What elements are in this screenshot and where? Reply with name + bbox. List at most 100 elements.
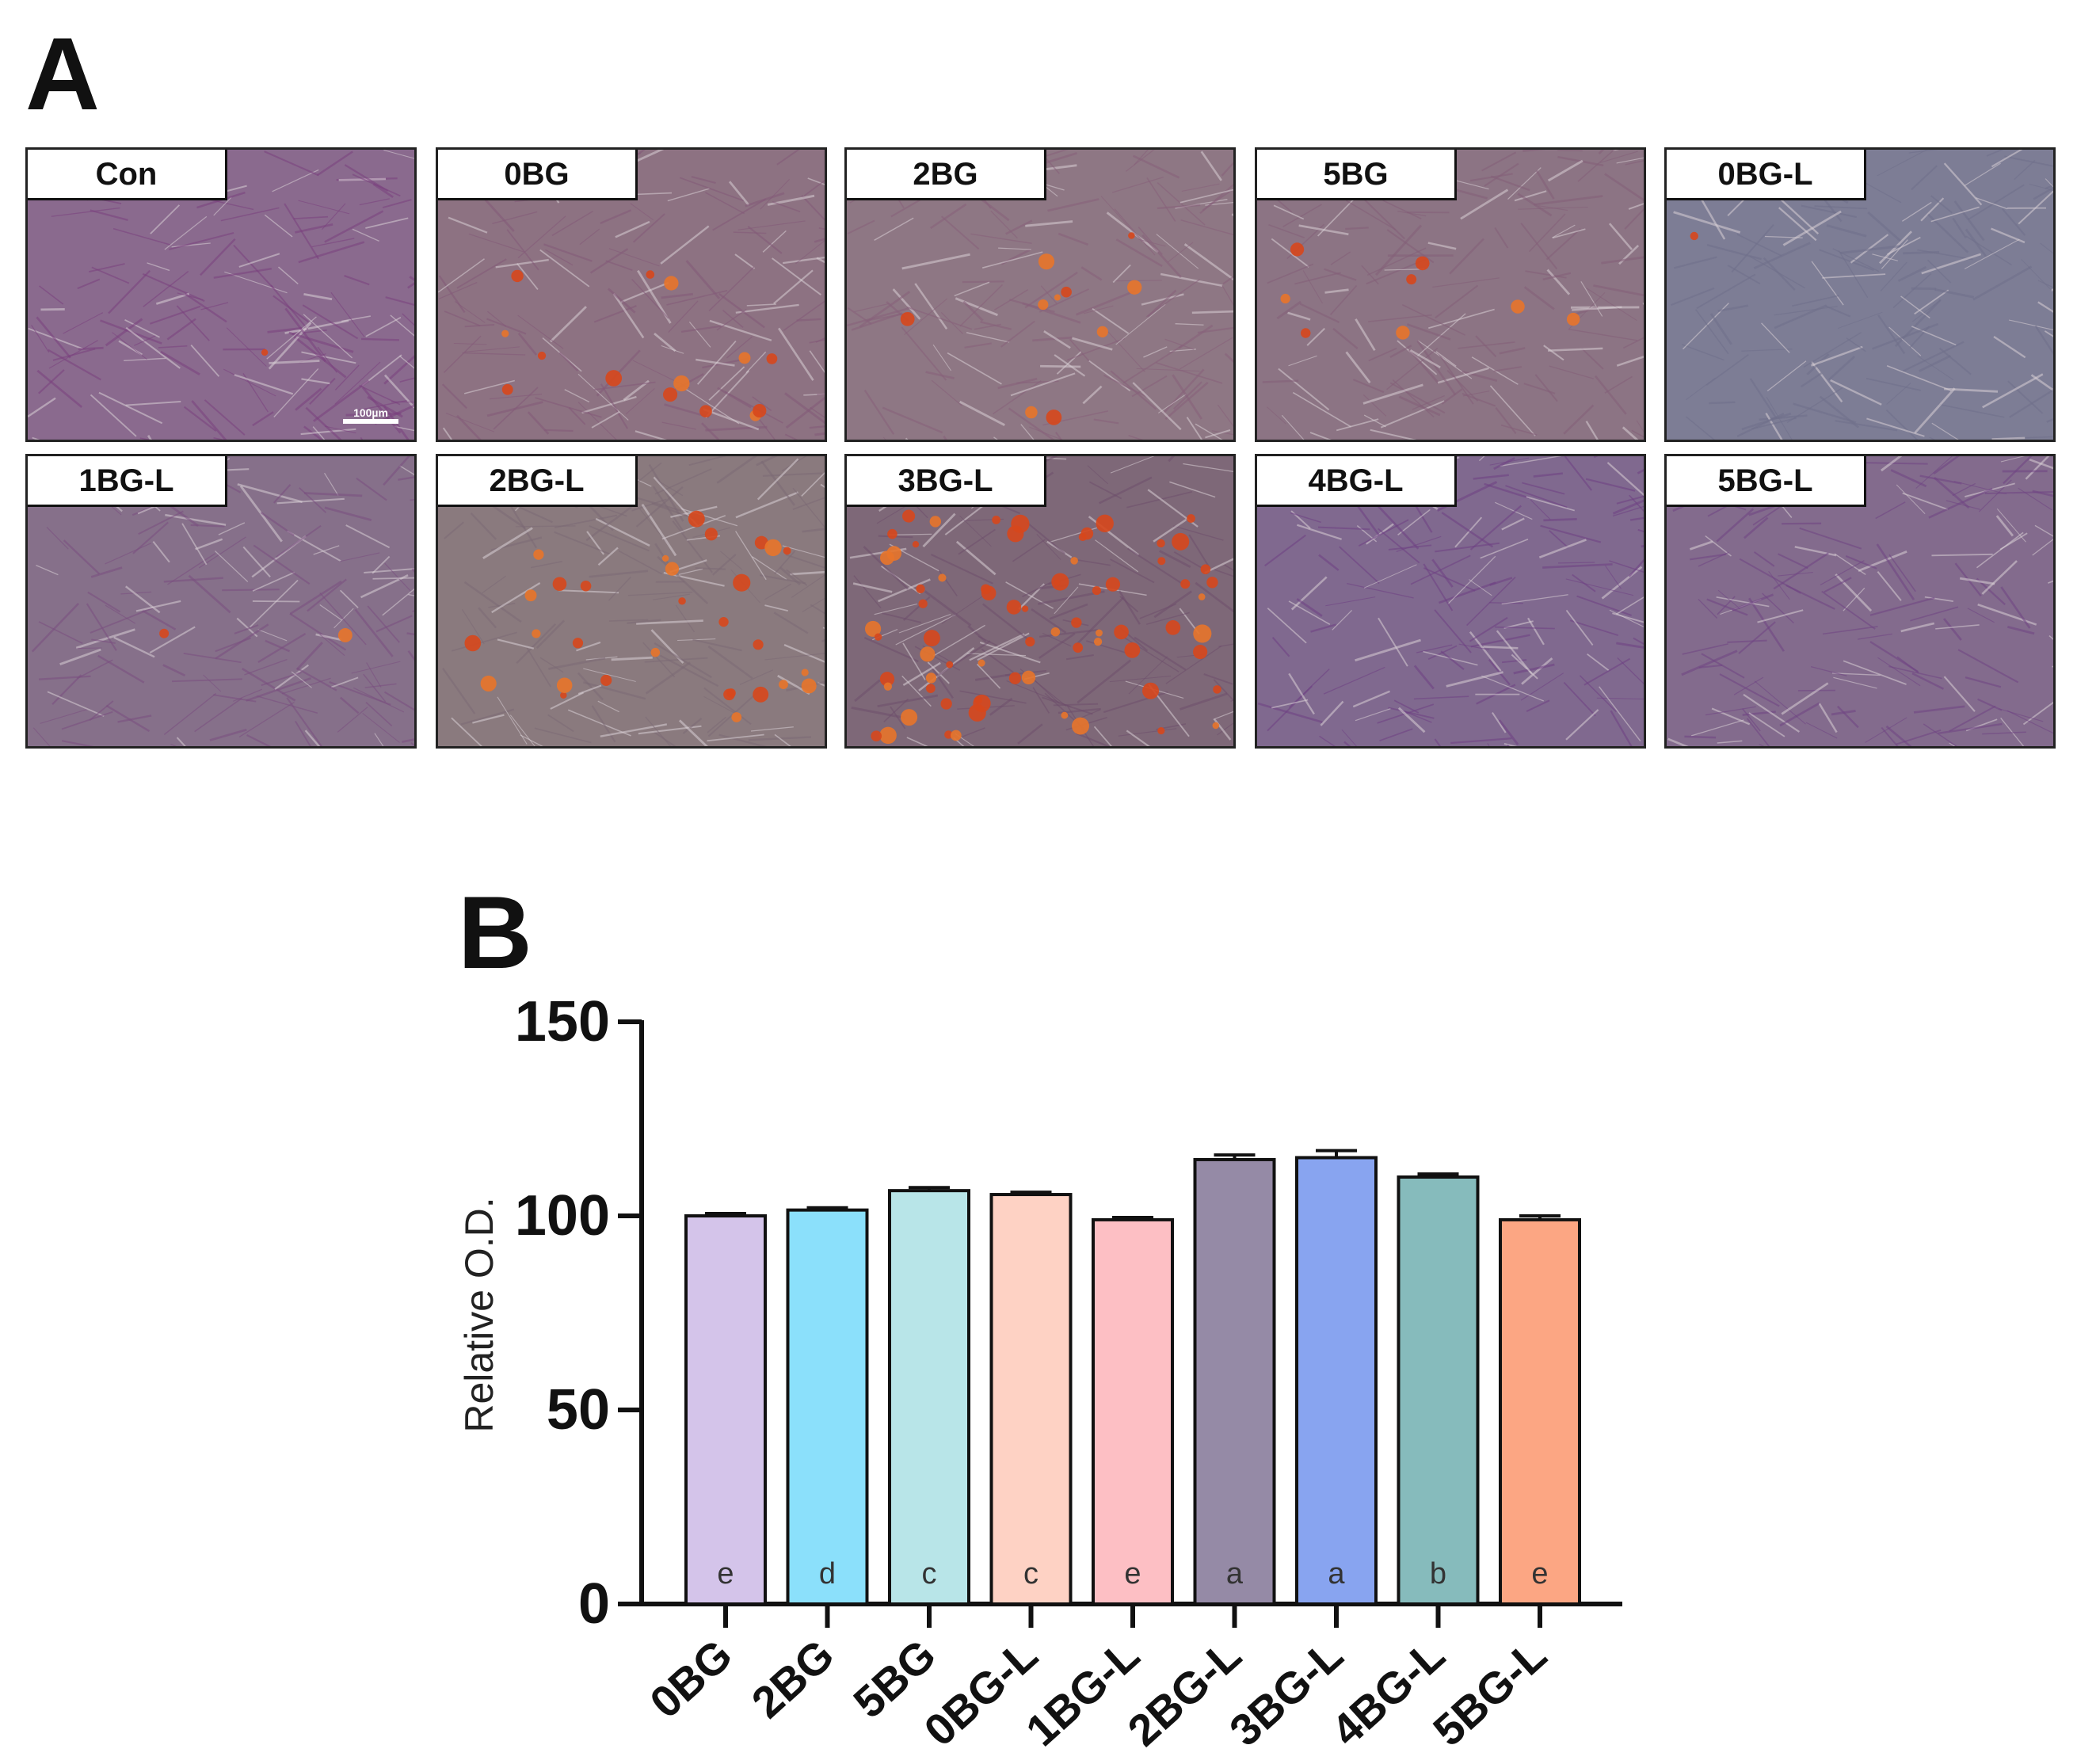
mineral-nodule bbox=[801, 669, 809, 676]
mineral-nodule bbox=[1096, 514, 1114, 532]
mineral-nodule bbox=[1165, 620, 1181, 635]
mineral-nodule bbox=[673, 375, 690, 392]
mineral-nodule bbox=[1105, 577, 1121, 592]
mineral-nodule bbox=[1054, 579, 1061, 586]
mineral-nodule bbox=[1406, 274, 1417, 285]
mineral-nodule bbox=[501, 330, 509, 337]
mineral-nodule bbox=[560, 692, 567, 699]
mineral-nodule bbox=[533, 549, 544, 560]
mineral-nodule bbox=[1051, 573, 1069, 591]
mineral-nodule bbox=[1061, 711, 1069, 719]
micrograph-tile: 2BG bbox=[844, 147, 1236, 442]
x-tick-label: 2BG-L bbox=[1119, 1629, 1251, 1755]
mineral-nodule bbox=[337, 628, 353, 642]
mineral-nodule bbox=[940, 698, 952, 710]
mineral-nodule bbox=[1071, 617, 1082, 628]
mineral-nodule bbox=[944, 730, 953, 739]
mineral-nodule bbox=[1008, 672, 1022, 684]
mineral-nodule bbox=[480, 675, 497, 692]
micrograph-label: 3BG-L bbox=[847, 456, 1046, 507]
micrograph-label: 0BG-L bbox=[1667, 150, 1866, 200]
mineral-nodule bbox=[532, 629, 541, 638]
micrograph-label: 2BG bbox=[847, 150, 1046, 200]
mineral-nodule bbox=[1213, 685, 1221, 694]
mineral-nodule bbox=[464, 634, 482, 652]
mineral-nodule bbox=[978, 659, 985, 667]
mineral-nodule bbox=[946, 661, 954, 669]
mineral-nodule bbox=[801, 678, 817, 694]
mineral-nodule bbox=[1127, 280, 1142, 295]
significance-letter: e bbox=[717, 1557, 734, 1591]
panel-b-label: B bbox=[458, 874, 532, 990]
x-tick-label: 5BG-L bbox=[1423, 1629, 1556, 1755]
mineral-nodule bbox=[1193, 624, 1212, 643]
mineral-nodule bbox=[929, 516, 942, 528]
mineral-nodule bbox=[1124, 642, 1141, 658]
scale-bar bbox=[343, 419, 398, 424]
x-tick-label: 1BG-L bbox=[1016, 1629, 1149, 1755]
micrograph-label: 5BG-L bbox=[1667, 456, 1866, 507]
significance-letter: a bbox=[1226, 1557, 1244, 1591]
mineral-nodule bbox=[1093, 638, 1103, 646]
mineral-nodule bbox=[900, 311, 915, 326]
mineral-nodule bbox=[731, 712, 742, 722]
mineral-nodule bbox=[688, 510, 705, 528]
micrograph-tile: 5BG bbox=[1255, 147, 1646, 442]
bar bbox=[888, 1189, 970, 1606]
mineral-nodule bbox=[753, 404, 767, 418]
significance-letter: e bbox=[1124, 1557, 1141, 1591]
mineral-nodule bbox=[556, 677, 573, 693]
mineral-nodule bbox=[1415, 256, 1430, 271]
micrograph-label: 1BG-L bbox=[28, 456, 227, 507]
mineral-nodule bbox=[779, 680, 788, 690]
mineral-nodule bbox=[992, 516, 1000, 524]
bar bbox=[786, 1208, 869, 1606]
mineral-nodule bbox=[879, 672, 895, 687]
micrograph-label: 5BG bbox=[1257, 150, 1457, 200]
mineral-nodule bbox=[887, 528, 897, 539]
mineral-nodule bbox=[1396, 326, 1410, 340]
mineral-nodule bbox=[874, 633, 882, 641]
mineral-nodule bbox=[916, 584, 925, 594]
micrograph-tile: 0BG-L bbox=[1664, 147, 2056, 442]
mineral-nodule bbox=[871, 730, 882, 742]
mineral-nodule bbox=[1038, 299, 1049, 311]
mineral-nodule bbox=[1070, 557, 1078, 565]
significance-letter: c bbox=[922, 1557, 937, 1591]
mineral-nodule bbox=[973, 694, 991, 713]
mineral-nodule bbox=[1011, 514, 1030, 533]
micrograph-label: 0BG bbox=[438, 150, 638, 200]
mineral-nodule bbox=[661, 554, 669, 562]
mineral-nodule bbox=[981, 584, 991, 595]
mineral-nodule bbox=[938, 573, 947, 582]
mineral-nodule bbox=[646, 270, 655, 279]
mineral-nodule bbox=[1142, 682, 1160, 699]
micrograph-tile: 0BG bbox=[436, 147, 827, 442]
mineral-nodule bbox=[1046, 410, 1062, 425]
mineral-nodule bbox=[1054, 294, 1061, 301]
x-tick-label: 2BG bbox=[742, 1629, 844, 1728]
bar bbox=[1499, 1217, 1581, 1606]
significance-letter: e bbox=[1531, 1557, 1548, 1591]
bar bbox=[1295, 1156, 1378, 1606]
y-tick-label: 50 bbox=[547, 1378, 610, 1442]
mineral-nodule bbox=[1061, 286, 1072, 298]
mineral-nodule bbox=[766, 353, 778, 364]
bar bbox=[684, 1214, 767, 1606]
mineral-nodule bbox=[650, 647, 661, 657]
mineral-nodule bbox=[1212, 722, 1220, 730]
x-tick-label: 0BG bbox=[640, 1629, 741, 1728]
mineral-nodule bbox=[1172, 532, 1190, 551]
mineral-nodule bbox=[1021, 670, 1036, 685]
mineral-nodule bbox=[1025, 637, 1035, 647]
mineral-nodule bbox=[501, 383, 513, 395]
mineral-nodule bbox=[926, 684, 936, 693]
mineral-nodule bbox=[864, 620, 882, 637]
mineral-nodule bbox=[159, 628, 170, 638]
mineral-nodule bbox=[572, 638, 584, 649]
significance-letter: b bbox=[1430, 1557, 1446, 1591]
y-tick-label: 100 bbox=[515, 1184, 610, 1248]
mineral-nodule bbox=[1025, 406, 1038, 419]
mineral-nodule bbox=[879, 551, 894, 566]
